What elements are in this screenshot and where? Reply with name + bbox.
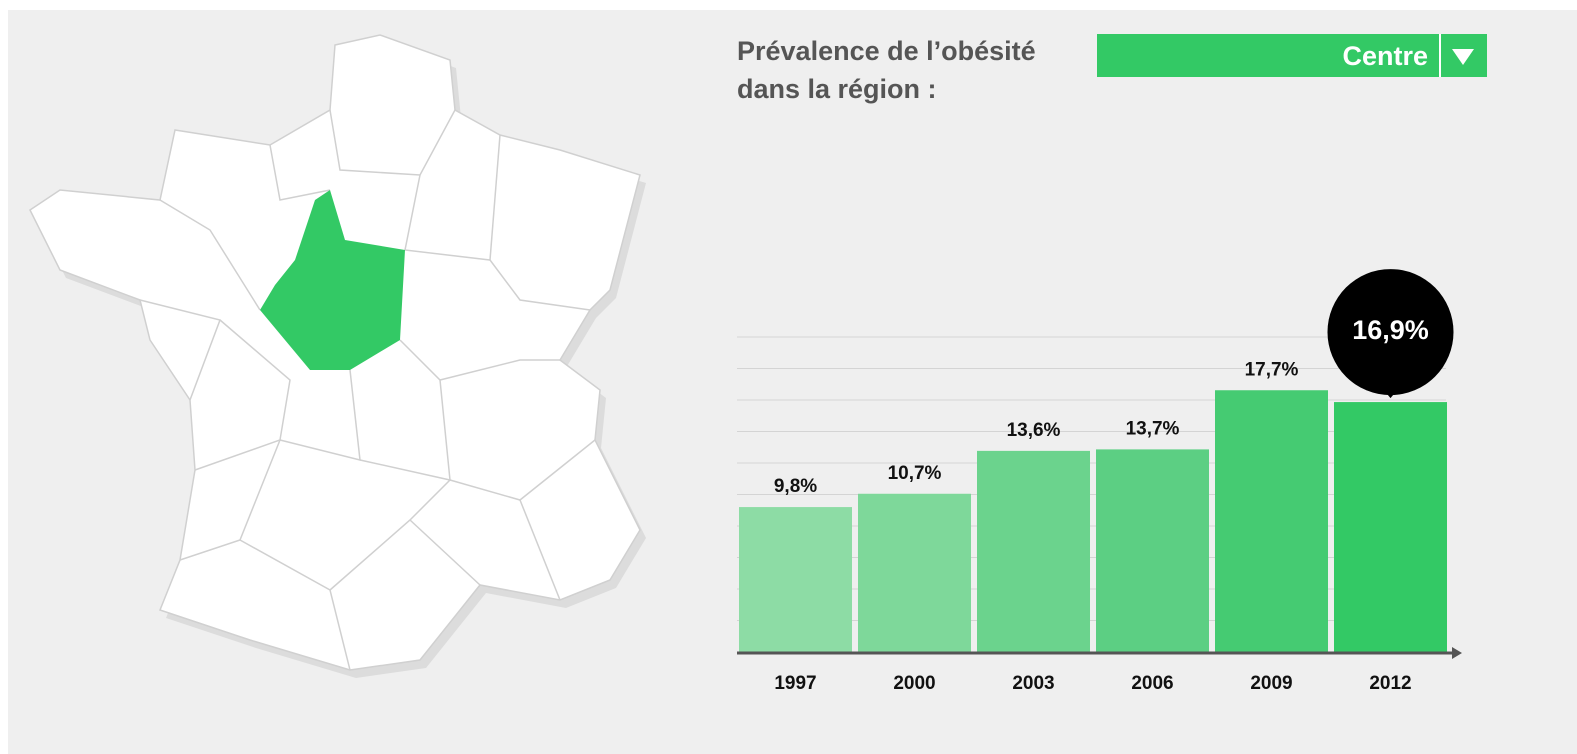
title-line: Prévalence de l’obésité	[737, 36, 1036, 66]
bar	[977, 450, 1090, 652]
border	[269, 144, 331, 201]
bar	[739, 507, 852, 652]
bar	[1334, 402, 1447, 652]
border	[159, 199, 261, 311]
region-borders	[139, 109, 596, 671]
bar	[1096, 449, 1209, 652]
region-dropdown[interactable]: Centre	[1097, 34, 1487, 77]
dropdown-box[interactable]	[1097, 34, 1487, 77]
dropdown-arrow[interactable]	[1452, 49, 1474, 65]
border	[399, 339, 560, 381]
callout-label: 16,9%	[1352, 315, 1429, 345]
x-tick-label: 2006	[1131, 673, 1173, 694]
border	[409, 519, 481, 586]
bar	[1215, 390, 1328, 652]
title-line: dans la région :	[737, 74, 937, 104]
border	[404, 134, 501, 261]
bar	[858, 493, 971, 652]
value-label: 9,8%	[774, 476, 817, 497]
x-tick-label: 1997	[774, 673, 816, 694]
x-axis-arrow	[1452, 647, 1462, 659]
map	[29, 34, 646, 678]
callout-bubble	[1327, 269, 1454, 396]
value-label: 13,7%	[1126, 418, 1180, 439]
value-label: 13,6%	[1007, 420, 1061, 441]
border	[489, 259, 591, 311]
x-tick-label: 2003	[1012, 673, 1054, 694]
selected-region[interactable]	[260, 190, 405, 370]
x-tick-label: 2009	[1250, 673, 1292, 694]
border	[519, 499, 561, 601]
x-tick-label: 2000	[893, 673, 935, 694]
border	[329, 109, 456, 176]
dropdown-value[interactable]: Centre	[1342, 41, 1428, 71]
x-tick-label: 2012	[1369, 673, 1411, 694]
border	[194, 319, 291, 471]
value-label: 17,7%	[1245, 359, 1299, 380]
value-label: 10,7%	[888, 463, 942, 484]
